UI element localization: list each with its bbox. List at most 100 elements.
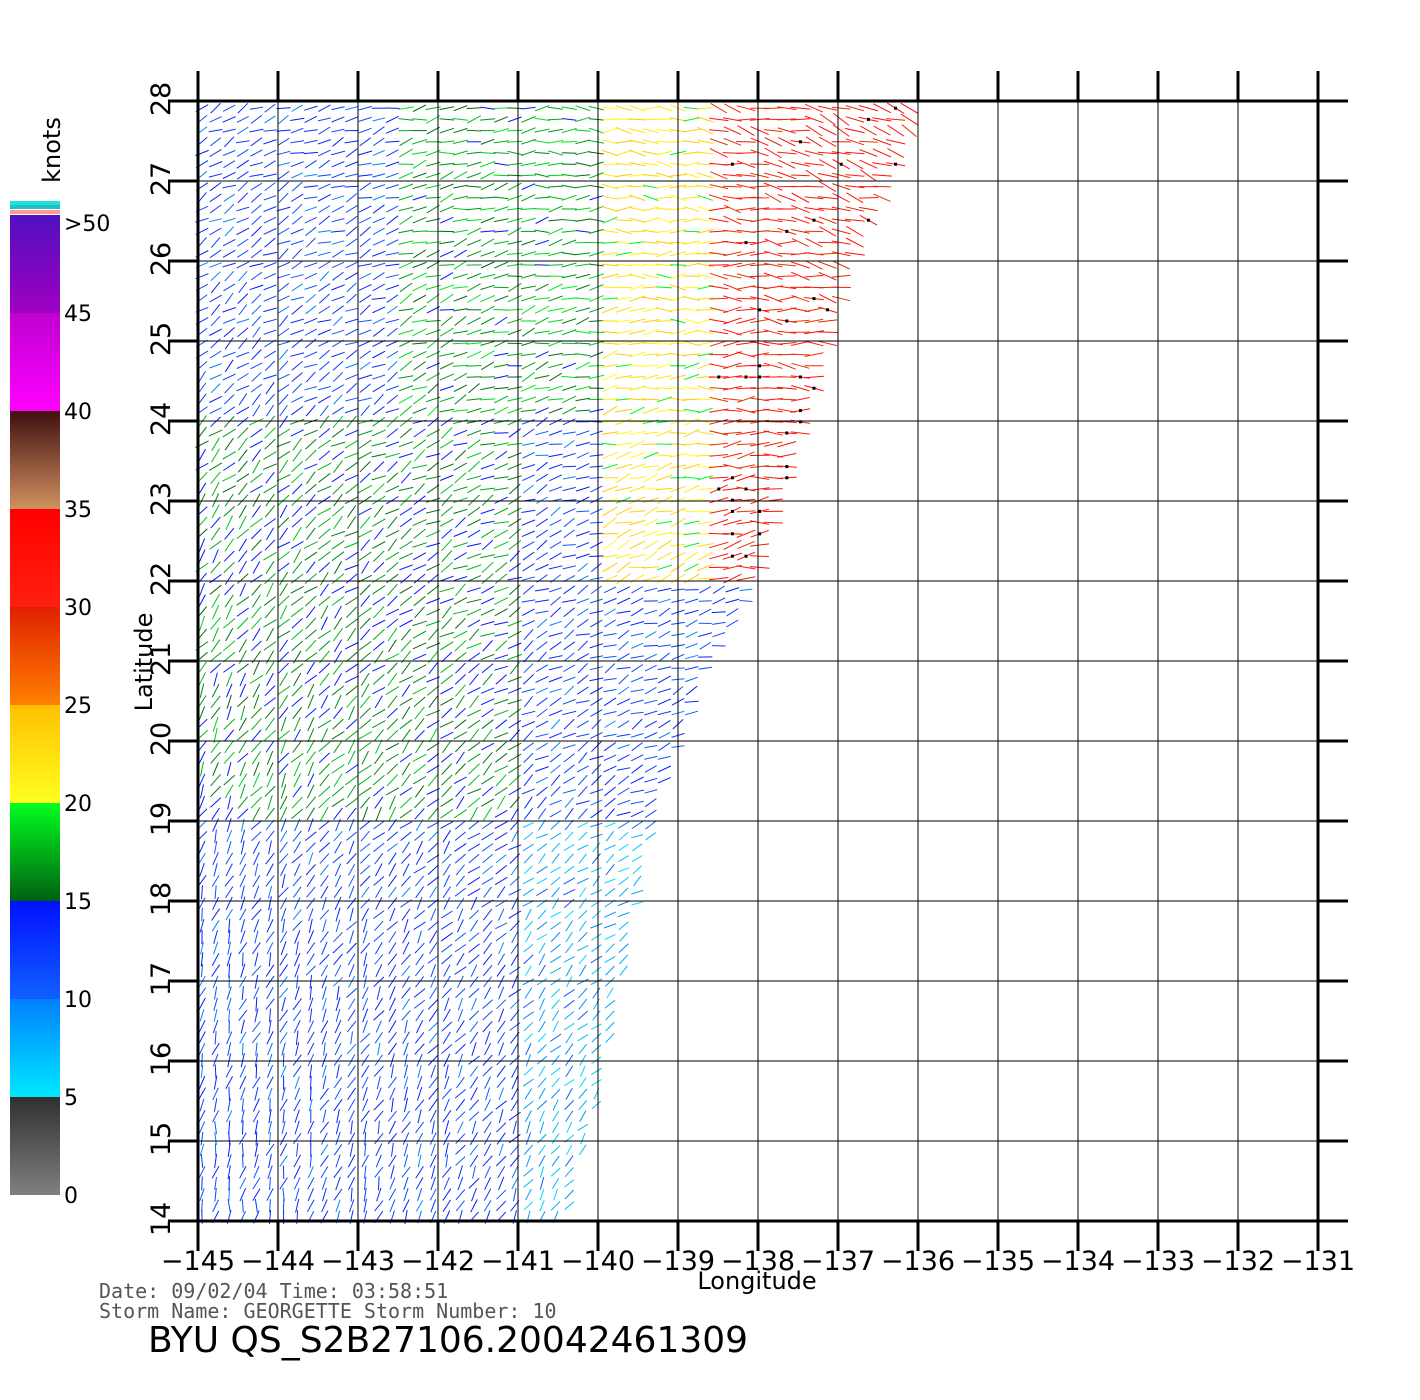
wind-vector <box>466 151 482 155</box>
wind-vector <box>471 1187 477 1202</box>
wind-vector <box>237 192 249 204</box>
wind-vector <box>387 662 398 674</box>
wind-vector <box>319 672 330 686</box>
wind-vector <box>452 609 469 615</box>
wind-vector <box>440 338 454 349</box>
wind-vector <box>642 566 660 569</box>
wind-vector <box>263 329 277 335</box>
wind-vector <box>442 1188 452 1201</box>
wind-vector <box>415 886 425 899</box>
wind-vectors <box>195 102 918 1225</box>
colorbar-tick-label: 15 <box>64 890 92 915</box>
wind-vector <box>698 666 712 670</box>
wind-vector <box>210 271 221 282</box>
wind-vector <box>441 538 453 552</box>
wind-vector <box>277 384 290 393</box>
wind-vector <box>790 106 811 110</box>
wind-vector <box>644 653 658 661</box>
wind-vector <box>550 1088 561 1099</box>
wind-vector <box>644 699 658 704</box>
wind-vector <box>521 150 536 156</box>
wind-vector <box>763 172 783 179</box>
wind-vector <box>522 474 535 482</box>
wind-vector <box>685 631 698 638</box>
wind-vector <box>523 651 534 663</box>
wind-vector <box>591 966 602 975</box>
x-tick-label: −137 <box>801 1246 875 1277</box>
wind-vector <box>655 240 673 245</box>
wind-vector <box>277 261 291 269</box>
wind-vector <box>468 1055 480 1065</box>
wind-vector <box>399 405 413 416</box>
wind-vector <box>561 128 577 134</box>
wind-vector <box>575 633 590 636</box>
wind-vector <box>330 230 346 233</box>
wind-vector <box>456 919 464 933</box>
wind-vector <box>225 852 234 865</box>
wind-vector <box>563 753 575 763</box>
wind-vector <box>439 587 455 593</box>
wind-vector <box>305 226 317 236</box>
wind-vector <box>629 263 646 267</box>
wind-vector <box>602 350 618 360</box>
rain-flag-marker <box>730 498 734 502</box>
wind-vector <box>563 764 575 774</box>
wind-vector <box>278 887 289 898</box>
colorbar-tick-label: 30 <box>64 596 92 621</box>
wind-vector <box>416 896 423 910</box>
wind-vector <box>576 510 590 513</box>
wind-vector <box>444 1142 449 1157</box>
wind-vector <box>251 897 262 910</box>
wind-vector <box>360 853 371 864</box>
wind-vector <box>277 162 290 167</box>
wind-vector <box>466 219 482 222</box>
wind-vector <box>456 953 465 966</box>
wind-vector <box>777 106 797 110</box>
y-tick-label: 26 <box>146 242 177 276</box>
wind-vector <box>428 831 439 842</box>
wind-vector <box>763 387 783 390</box>
wind-vector <box>507 329 522 336</box>
wind-vector <box>255 1064 258 1079</box>
wind-vector <box>831 251 851 257</box>
wind-vector <box>522 1011 534 1020</box>
wind-vector <box>222 184 236 189</box>
wind-vector <box>845 237 864 248</box>
wind-vector <box>209 540 222 550</box>
wind-vector <box>344 496 359 505</box>
wind-vector <box>345 173 359 178</box>
wind-vector <box>333 830 343 842</box>
wind-vector <box>239 1187 247 1202</box>
wind-vector <box>321 975 328 989</box>
wind-vector <box>307 1120 315 1134</box>
wind-vector <box>466 172 482 179</box>
wind-vector <box>305 965 316 976</box>
wind-vector <box>534 229 550 233</box>
wind-vector <box>538 1088 546 1100</box>
wind-vector <box>507 676 522 683</box>
storm-info-line: Storm Name: GEORGETTE Storm Number: 10 <box>99 1299 557 1323</box>
wind-vector <box>240 885 245 900</box>
wind-vector <box>224 784 234 799</box>
wind-vector <box>591 774 602 786</box>
wind-vector <box>628 217 646 223</box>
wind-vector <box>372 117 386 122</box>
wind-vector <box>496 1132 506 1145</box>
wind-vector <box>547 398 564 401</box>
wind-vector <box>224 572 234 585</box>
wind-vector <box>736 443 756 446</box>
wind-vector <box>236 406 250 415</box>
wind-vector <box>575 531 590 537</box>
wind-vector <box>239 672 247 687</box>
wind-vector <box>818 271 837 281</box>
wind-vector <box>263 129 277 132</box>
wind-vector <box>252 1098 260 1112</box>
wind-vector <box>480 487 496 491</box>
wind-vector <box>331 473 345 483</box>
wind-vector <box>333 931 343 943</box>
wind-vector <box>535 473 549 482</box>
wind-vector <box>603 539 617 551</box>
wind-vector <box>467 888 481 897</box>
wind-vector <box>551 1077 560 1088</box>
wind-vector <box>321 1176 327 1190</box>
